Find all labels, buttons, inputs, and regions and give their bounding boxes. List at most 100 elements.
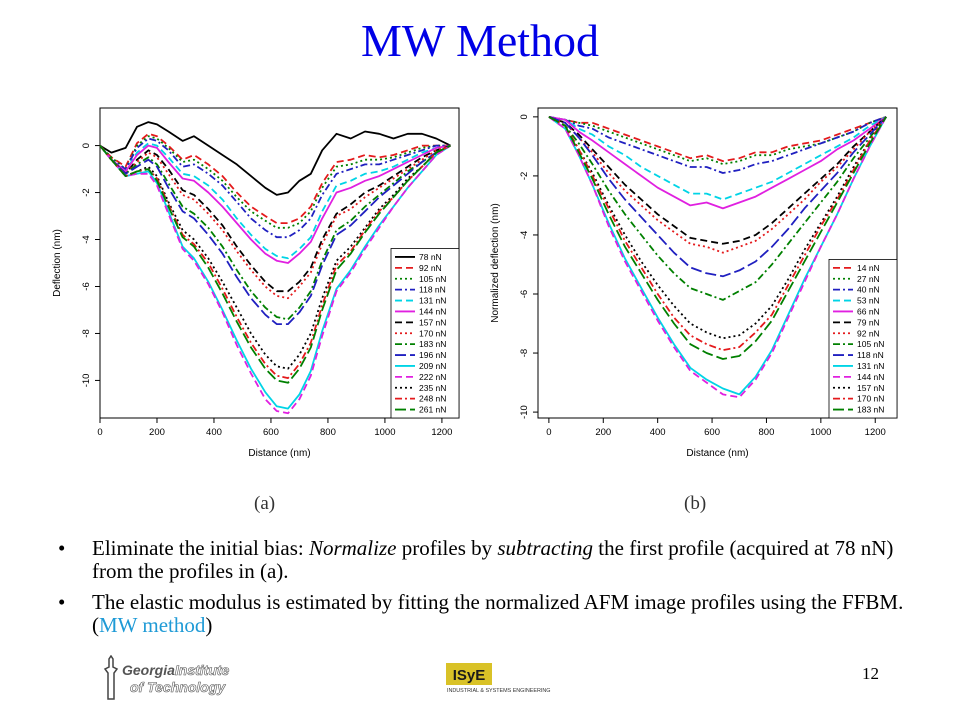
y-tick-label: -8 (81, 329, 92, 337)
x-axis-label: Distance (nm) (686, 448, 748, 459)
caption-b: (b) (684, 493, 707, 514)
series-line (548, 116, 887, 278)
bullet-list: • Eliminate the initial bias: Normalize … (58, 537, 918, 645)
legend-label: 170 nN (857, 394, 884, 404)
isye-logo: ISyE INDUSTRIAL & SYSTEMS ENGINEERING (446, 663, 550, 694)
legend-label: 183 nN (419, 339, 446, 349)
series-line (99, 144, 451, 326)
legend-label: 40 nN (857, 285, 880, 295)
legend-label: 144 nN (419, 306, 446, 316)
legend-label: 183 nN (857, 405, 884, 415)
legend-label: 170 nN (419, 328, 446, 338)
isye-subtitle: INDUSTRIAL & SYSTEMS ENGINEERING (447, 688, 550, 694)
legend-label: 27 nN (857, 274, 880, 284)
legend-label: 118 nN (419, 285, 446, 295)
x-tick-label: 0 (97, 427, 102, 438)
series-line (548, 116, 887, 360)
bullet-dot-icon: • (58, 590, 66, 614)
series-line (99, 144, 451, 264)
legend-label: 66 nN (857, 306, 880, 316)
series-line (548, 116, 887, 162)
page-number: 12 (862, 664, 879, 683)
legend-label: 105 nN (419, 274, 446, 284)
legend-label: 222 nN (419, 372, 446, 382)
x-tick-label: 1200 (431, 427, 452, 438)
chart-b: 0 200 400 600 800 1000 1200 0 -2 -4 -6 -8 -10 Distanc… (490, 107, 898, 459)
series-line (99, 144, 451, 370)
series-line (99, 137, 451, 239)
series-line (99, 144, 451, 410)
tower-icon (103, 655, 119, 700)
x-tick-label: 200 (149, 427, 165, 438)
legend-label: 157 nN (419, 317, 446, 327)
y-axis-label: Deflection (nm) (52, 229, 63, 297)
georgia-tech-logo: GeorgiaInstitute of Technology (103, 655, 230, 700)
series-line (99, 121, 451, 196)
logo-text-georgia: GeorgiaInstitute (122, 662, 230, 678)
legend-label: 105 nN (857, 339, 884, 349)
isye-mark-box (446, 663, 492, 685)
legend-label: 196 nN (419, 350, 446, 360)
series-line (99, 135, 451, 229)
series-line (99, 144, 451, 415)
y-tick-label: 0 (81, 143, 92, 148)
slide-title: MW Method (360, 15, 600, 66)
x-tick-label: 800 (320, 427, 336, 438)
legend-label: 92 nN (857, 328, 880, 338)
legend-label: 78 nN (419, 252, 442, 262)
legend-box (828, 258, 898, 419)
y-tick-label: -6 (519, 290, 530, 298)
legend-label: 14 nN (857, 263, 880, 273)
legend-label: 53 nN (857, 296, 880, 306)
series-line (548, 116, 887, 399)
isye-mark-text: ISyE (453, 667, 486, 684)
series-line (548, 116, 887, 301)
x-tick-label: 1200 (865, 427, 886, 438)
series-line (548, 116, 887, 174)
legend-label: 157 nN (857, 383, 884, 393)
series-line (99, 144, 451, 293)
legend-label: 248 nN (419, 394, 446, 404)
series-line (99, 132, 451, 224)
series-line (548, 116, 887, 352)
y-tick-label: 0 (519, 114, 530, 119)
series-line (99, 144, 451, 384)
y-tick-label: -8 (519, 349, 530, 357)
legend-label: 92 nN (419, 263, 442, 273)
x-tick-label: 600 (704, 427, 720, 438)
x-tick-label: 800 (759, 427, 775, 438)
y-axis-label: Normalized deflection (nm) (490, 203, 501, 323)
legend-label: 209 nN (419, 361, 446, 371)
x-tick-label: 1000 (810, 427, 831, 438)
series-line (99, 142, 451, 260)
legend-label: 235 nN (419, 383, 446, 393)
x-tick-label: 1000 (374, 427, 395, 438)
x-tick-label: 600 (263, 427, 279, 438)
series-line (548, 116, 887, 245)
x-tick-label: 0 (546, 427, 551, 438)
chart-a: 0 200 400 600 800 1000 1200 0 -2 -4 -6 -8 -10 Distanc… (52, 107, 460, 459)
x-tick-label: 400 (206, 427, 222, 438)
legend-label: 144 nN (857, 372, 884, 382)
legend-box (390, 248, 460, 419)
legend-label: 261 nN (419, 405, 446, 415)
series-line (548, 116, 887, 340)
bullet-item-normalize: • Eliminate the initial bias: Normalize … (58, 536, 894, 583)
legend-label: 131 nN (857, 361, 884, 371)
logo-text-tech: of Technology (130, 679, 226, 695)
x-tick-label: 200 (595, 427, 611, 438)
x-tick-label: 400 (650, 427, 666, 438)
bullet-item-modulus: • The elastic modulus is estimated by fi… (58, 590, 904, 637)
y-tick-label: -4 (81, 235, 92, 243)
y-tick-label: -10 (519, 405, 530, 419)
legend-label: 79 nN (857, 317, 880, 327)
y-tick-label: -2 (81, 188, 92, 196)
series-line (99, 144, 451, 300)
y-tick-label: -4 (519, 231, 530, 239)
series-line (548, 116, 887, 254)
y-tick-label: -6 (81, 282, 92, 290)
legend-label: 118 nN (857, 350, 884, 360)
y-tick-label: -2 (519, 172, 530, 180)
series-line (548, 116, 887, 201)
legend-label: 131 nN (419, 296, 446, 306)
